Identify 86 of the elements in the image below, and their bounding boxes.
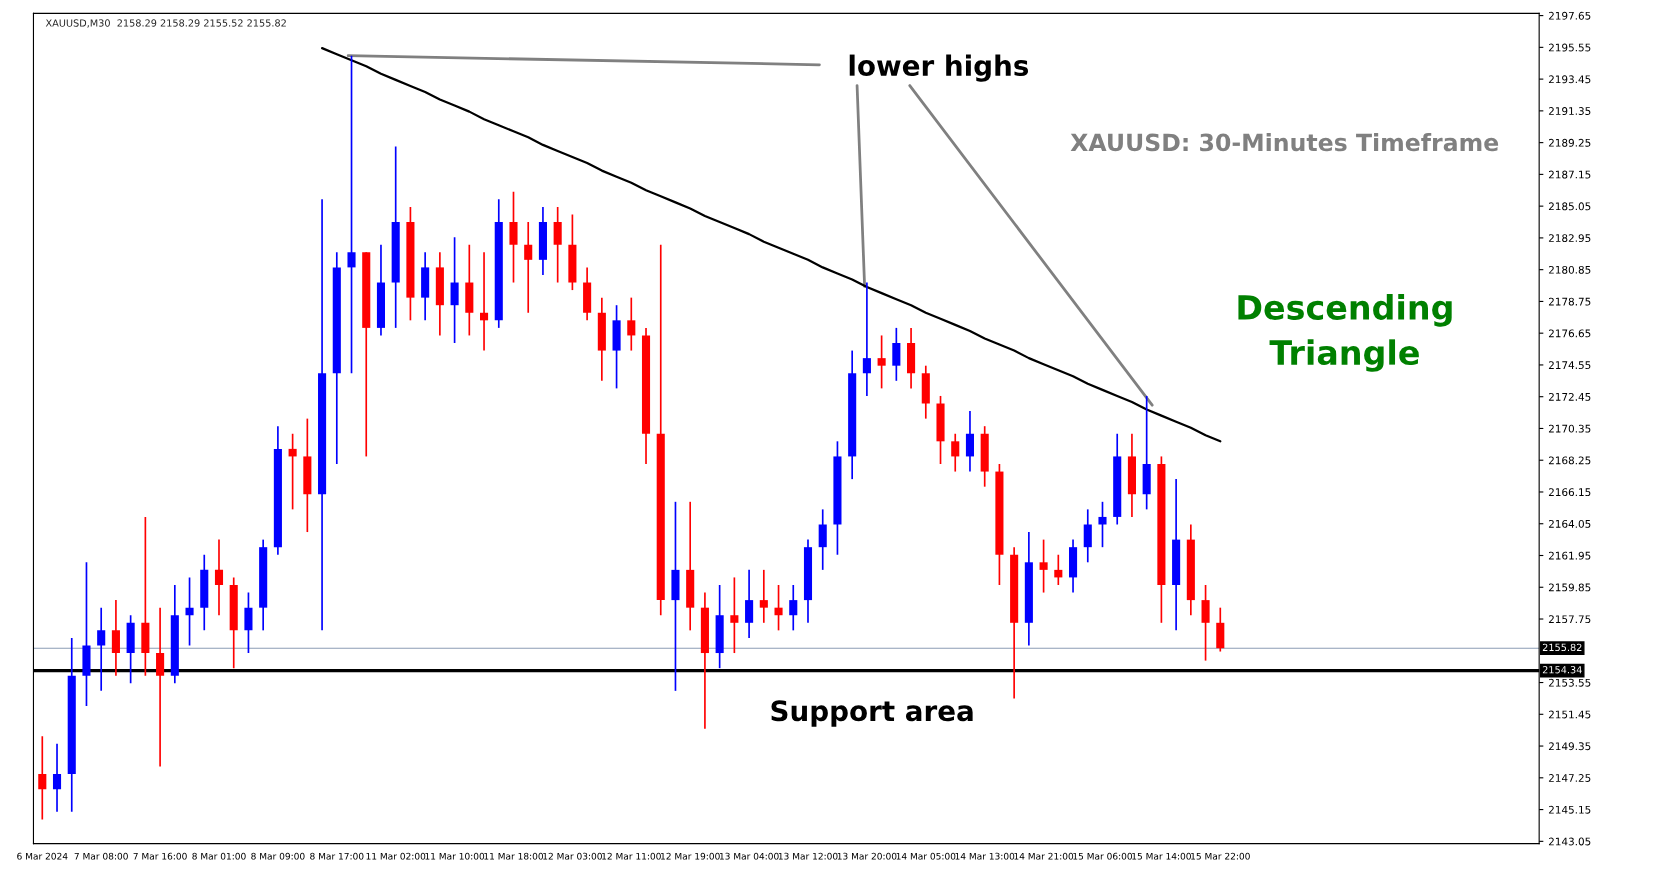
x-tick-label: 13 Mar 04:00	[719, 852, 779, 860]
text: Descending Triangle	[1238, 294, 1452, 372]
y-tick-label: 2145.15	[1548, 805, 1591, 814]
candlestick	[951, 432, 960, 473]
x-tick-label: 12 Mar 11:00	[602, 852, 661, 860]
x-tick-label: 13 Mar 12:00	[778, 852, 838, 860]
candlestick	[818, 508, 827, 571]
candlestick	[156, 606, 165, 768]
y-tick-label: 2182.95	[1548, 234, 1591, 243]
y-tick-label: 2174.55	[1548, 361, 1591, 370]
candlestick	[1098, 500, 1107, 549]
candlestick	[1083, 508, 1092, 564]
candlestick	[244, 591, 253, 654]
y-tick-label: 2153.55	[1548, 678, 1591, 687]
x-tick-label: 8 Mar 01:00	[192, 852, 246, 860]
y-tick-label: 2143.05	[1548, 837, 1591, 846]
x-tick-label: 7 Mar 16:00	[133, 852, 187, 860]
candlestick	[862, 281, 871, 397]
y-tick-label: 2147.25	[1548, 774, 1591, 782]
candlestick	[759, 569, 768, 624]
ref-line-label: 2154.34	[1542, 666, 1582, 674]
annotation: lower highs	[849, 54, 1029, 82]
candlestick	[1201, 584, 1210, 662]
candlestick	[52, 742, 62, 813]
x-tick-label: 14 Mar 13:00	[955, 852, 1015, 860]
text: XAUUSD,M30 2158.29 2158.29 2155.52 2155.82	[45, 19, 286, 28]
y-tick-label: 2149.35	[1548, 742, 1591, 751]
candlestick	[877, 334, 886, 390]
candlestick	[524, 221, 533, 314]
y-tick-label: 2166.15	[1548, 488, 1591, 497]
x-tick-label: 13 Mar 20:00	[837, 852, 897, 860]
x-tick-label: 15 Mar 14:00	[1132, 852, 1191, 860]
annotation: XAUUSD: 30-Minutes Timeframe	[1070, 133, 1499, 152]
y-tick-label: 2157.75	[1548, 615, 1591, 624]
candlestick	[1054, 553, 1063, 586]
x-tick-label: 7 Mar 08:00	[74, 852, 128, 860]
candlestick	[347, 54, 356, 375]
y-tick-label: 2161.95	[1548, 551, 1591, 560]
x-tick-label: 11 Mar 02:00	[366, 852, 426, 860]
candlestick	[745, 569, 754, 639]
candlestick	[214, 538, 224, 617]
x-tick-label: 15 Mar 22:00	[1191, 852, 1250, 860]
candlestick	[185, 576, 194, 647]
y-tick-label: 2197.65	[1548, 11, 1591, 20]
x-tick-label: 15 Mar 06:00	[1073, 852, 1133, 860]
y-tick-label: 2195.55	[1548, 43, 1591, 52]
ref-line-label: 2155.82	[1542, 643, 1582, 652]
candlestick	[965, 410, 975, 473]
x-tick-label: 12 Mar 03:00	[543, 852, 602, 860]
y-tick-label: 2172.45	[1548, 392, 1591, 401]
candlestick	[479, 251, 489, 352]
candlestick	[288, 432, 297, 511]
candlestick	[553, 206, 562, 284]
candlestick	[38, 735, 47, 821]
y-tick-label: 2178.75	[1548, 297, 1591, 306]
y-tick-label: 2170.35	[1548, 424, 1591, 433]
y-tick-label: 2180.85	[1548, 265, 1591, 274]
x-tick-label: 11 Mar 18:00	[484, 852, 544, 860]
candlestick	[892, 327, 901, 382]
y-tick-label: 2187.15	[1548, 170, 1591, 179]
x-tick-label: 14 Mar 21:00	[1014, 852, 1074, 860]
y-tick-label: 2168.25	[1548, 456, 1591, 465]
x-tick-label: 14 Mar 05:00	[896, 852, 956, 860]
candlestick	[730, 576, 739, 654]
x-tick-label: 12 Mar 19:00	[661, 852, 720, 860]
x-tick-label: 6 Mar 2024	[17, 852, 68, 860]
x-tick-label: 11 Mar 10:00	[425, 852, 485, 860]
y-tick-label: 2193.45	[1548, 75, 1591, 84]
y-tick-label: 2159.85	[1548, 583, 1591, 592]
candlestick	[774, 584, 783, 632]
y-tick-label: 2164.05	[1548, 519, 1591, 528]
y-tick-label: 2191.35	[1548, 107, 1591, 115]
candlestick	[627, 296, 636, 352]
x-tick-label: 8 Mar 09:00	[251, 852, 305, 860]
y-tick-label: 2185.05	[1548, 202, 1591, 211]
candlestick	[97, 606, 106, 692]
y-tick-label: 2189.25	[1548, 138, 1591, 147]
y-tick-label: 2176.65	[1548, 329, 1591, 338]
candlestick	[789, 584, 798, 632]
x-tick-label: 8 Mar 17:00	[310, 852, 364, 860]
annotation: Support area	[771, 700, 973, 727]
y-tick-label: 2151.45	[1548, 710, 1591, 719]
candlestick	[509, 190, 518, 284]
candlestick	[111, 599, 120, 677]
candlestick	[450, 236, 459, 344]
candlestick	[1039, 538, 1048, 594]
